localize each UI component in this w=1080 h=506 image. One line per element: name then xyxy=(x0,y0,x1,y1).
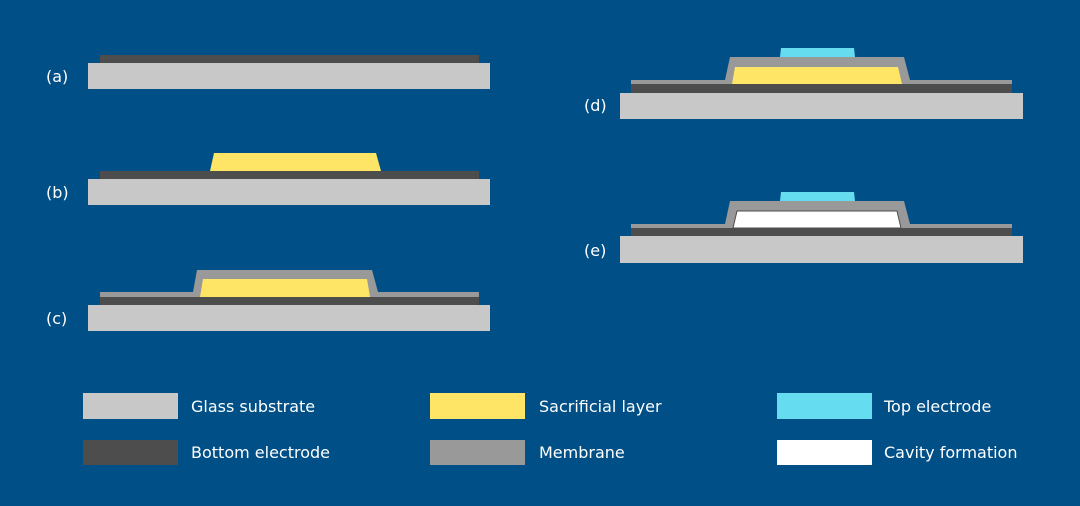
bottom-electrode xyxy=(631,84,1012,93)
legend-swatch-sacrificial xyxy=(430,393,525,419)
sacrificial-layer xyxy=(200,279,370,297)
glass-substrate xyxy=(88,305,490,331)
legend-swatch-bottom-electrode xyxy=(83,440,178,465)
legend-label: Glass substrate xyxy=(191,397,315,416)
glass-substrate xyxy=(620,93,1023,119)
bottom-electrode xyxy=(100,297,479,305)
step-e: (e) xyxy=(584,192,1023,263)
glass-substrate xyxy=(620,236,1023,263)
cavity xyxy=(732,210,902,229)
legend-swatch-top-electrode xyxy=(777,393,872,419)
legend-label: Top electrode xyxy=(883,397,991,416)
glass-substrate xyxy=(88,179,490,205)
legend-swatch-glass xyxy=(83,393,178,419)
legend: Glass substrate Bottom electrode Sacrifi… xyxy=(83,393,1017,465)
step-label: (b) xyxy=(46,183,69,202)
legend-label: Cavity formation xyxy=(884,443,1017,462)
step-label: (a) xyxy=(46,67,68,86)
top-electrode xyxy=(780,192,855,201)
step-label: (d) xyxy=(584,96,607,115)
step-c: (c) xyxy=(46,270,490,331)
step-b: (b) xyxy=(46,153,490,205)
step-label: (c) xyxy=(46,309,67,328)
glass-substrate xyxy=(88,63,490,89)
sacrificial-layer xyxy=(210,153,381,171)
legend-label: Sacrificial layer xyxy=(539,397,662,416)
top-electrode xyxy=(780,48,855,57)
step-d: (d) xyxy=(584,48,1023,119)
legend-swatch-membrane xyxy=(430,440,525,465)
legend-swatch-cavity xyxy=(777,440,872,465)
step-label: (e) xyxy=(584,241,606,260)
bottom-electrode xyxy=(631,228,1012,236)
bottom-electrode xyxy=(100,55,479,63)
legend-label: Bottom electrode xyxy=(191,443,330,462)
legend-label: Membrane xyxy=(539,443,625,462)
sacrificial-layer xyxy=(732,67,902,84)
bottom-electrode xyxy=(100,171,479,179)
step-a: (a) xyxy=(46,55,490,89)
